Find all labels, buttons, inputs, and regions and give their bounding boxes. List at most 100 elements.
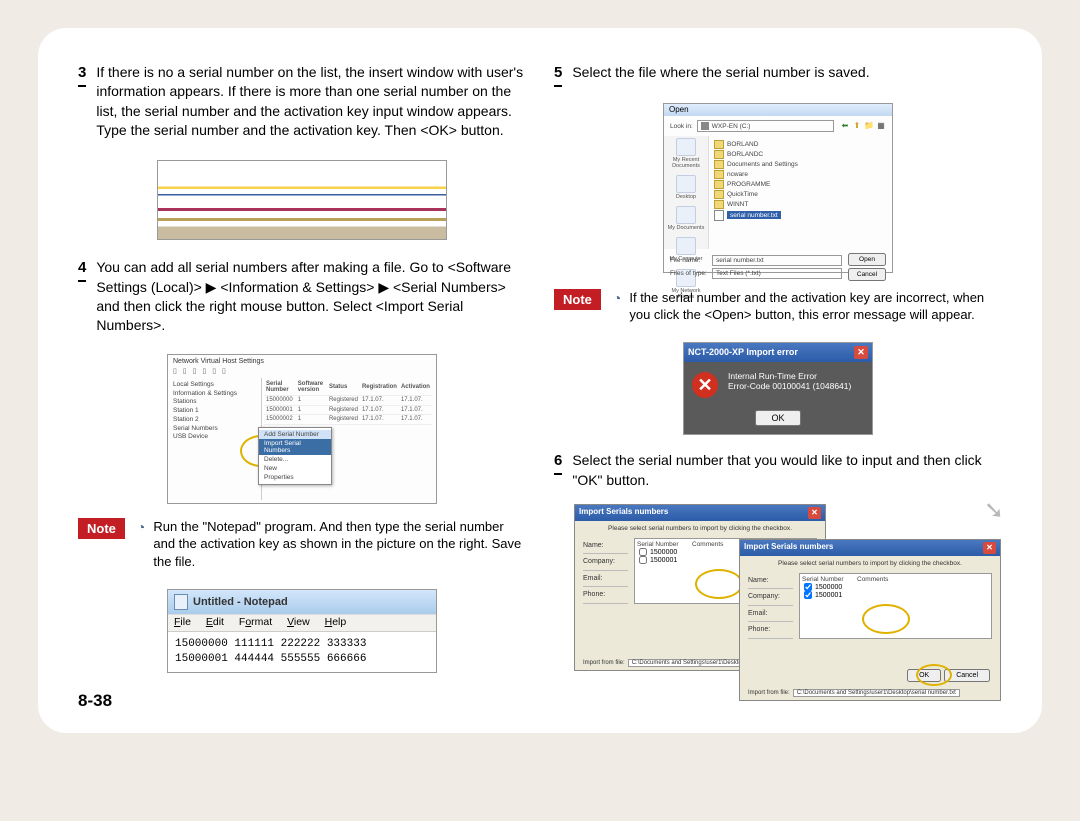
sn-header: Serial Number: [802, 576, 857, 583]
import-hint: Please select serial numbers to import b…: [740, 556, 1000, 571]
open-button: Open: [848, 253, 886, 266]
folder-icon: [714, 190, 724, 199]
serial-list-box: Serial NumberComments 1500000 1500001: [799, 573, 992, 639]
lookin-value: WXP-EN (C:): [712, 123, 751, 130]
close-icon: ✕: [808, 507, 821, 519]
file-icon: [714, 210, 724, 221]
field-label: Email:: [583, 571, 628, 587]
sn-header: Comments: [692, 541, 723, 548]
file-item: QuickTime: [727, 191, 758, 198]
folder-icon: [714, 150, 724, 159]
file-item: Documents and Settings: [727, 161, 798, 168]
cancel-button: Cancel: [848, 268, 886, 281]
step-4-text: You can add all serial numbers after mak…: [96, 258, 526, 335]
sn-header: Serial Number: [637, 541, 692, 548]
error-message: Internal Run-Time Error Error-Code 00100…: [728, 372, 851, 391]
sn-header: Comments: [857, 576, 888, 583]
filename-field: serial number.txt: [712, 255, 842, 266]
error-line-2: Error-Code 00100041 (1048641): [728, 382, 851, 391]
note-left: Note ◔ Run the "Notepad" program. And th…: [78, 518, 526, 572]
tree-item: Information & Settings: [173, 390, 258, 399]
col-header: Software version: [296, 380, 327, 396]
settings-toolbar: ▯ ▯ ▯ ▯ ▯ ▯: [170, 366, 434, 378]
notepad-title: Untitled - Notepad: [193, 596, 288, 608]
folder-icon: [714, 170, 724, 179]
menu-item: Import Serial Numbers: [259, 439, 331, 455]
step-5-text: Select the file where the serial number …: [572, 63, 869, 87]
filetype-label: Files of type:: [670, 270, 708, 277]
file-item: WINNT: [727, 201, 748, 208]
import-hint: Please select serial numbers to import b…: [575, 521, 825, 536]
import-labels: Name: Company: Email: Phone:: [583, 538, 628, 604]
col-header: Registration: [360, 380, 399, 396]
step-6-number: 6: [554, 451, 562, 475]
field-label: Name:: [583, 538, 628, 554]
import-dialog-2: Import Serials numbers✕ Please select se…: [739, 539, 1001, 701]
notepad-line: 15000000 111111 222222 333333: [175, 637, 429, 652]
serial-row: 1500000: [802, 583, 989, 591]
file-list: BORLAND BORLANDC Documents and Settings …: [709, 136, 892, 249]
disk-icon: [701, 122, 709, 130]
filetype-field: Text Files (*.txt): [712, 268, 842, 279]
bullet-icon: ◔: [137, 518, 145, 572]
menu-item: Properties: [259, 473, 331, 482]
field-label: Phone:: [748, 622, 793, 638]
col-header: Activation: [399, 380, 432, 396]
error-icon: ✕: [692, 372, 718, 398]
highlight-circle: [695, 569, 743, 599]
field-label: Company:: [748, 589, 793, 605]
lookin-label: Look in:: [670, 123, 693, 130]
tree-item: Station 1: [173, 407, 258, 416]
serial-checkbox: [804, 591, 812, 599]
step-5-number: 5: [554, 63, 562, 87]
step-3: 3 If there is no a serial number on the …: [78, 63, 526, 140]
tree-item: Station 2: [173, 416, 258, 425]
menu-help: Help: [325, 616, 347, 628]
note-right-text: If the serial number and the activation …: [629, 289, 1002, 325]
two-column-layout: 3 If there is no a serial number on the …: [78, 63, 1002, 713]
import-path: C:\Documents and Settings\user1\Desktop\…: [793, 689, 960, 697]
settings-window-title: Network Virtual Host Settings: [170, 357, 434, 367]
place-icon: [676, 206, 696, 224]
file-item: PROGRAMME: [727, 181, 770, 188]
left-column: 3 If there is no a serial number on the …: [78, 63, 526, 713]
import-title: Import Serials numbers: [744, 542, 833, 554]
file-item: BORLANDC: [727, 151, 763, 158]
menu-item: Add Serial Number: [259, 430, 331, 439]
page-number: 8-38: [78, 691, 112, 711]
open-dialog-screenshot: Open Look in: WXP-EN (C:) ⬅⬆📁▦ My Recent…: [663, 103, 893, 273]
notepad-menubar: File Edit Format View Help: [168, 614, 436, 632]
import-title: Import Serials numbers: [579, 507, 668, 519]
file-item: ncware: [727, 171, 748, 178]
tree-item: Serial Numbers: [173, 425, 258, 434]
step-6-text: Select the serial number that you would …: [572, 451, 1002, 490]
menu-format: Format: [239, 616, 272, 628]
step-3-number: 3: [78, 63, 86, 87]
note-badge: Note: [78, 518, 125, 539]
note-badge: Note: [554, 289, 601, 310]
tree-item: Local Settings: [173, 381, 258, 390]
place-icon: [676, 175, 696, 193]
cancel-button: Cancel: [944, 669, 990, 682]
step-4-screenshot: Network Virtual Host Settings ▯ ▯ ▯ ▯ ▯ …: [167, 354, 437, 504]
ok-button: OK: [907, 669, 941, 682]
close-icon: ✕: [854, 346, 868, 359]
menu-file: File: [174, 616, 191, 628]
notepad-content: 15000000 111111 222222 333333 15000001 4…: [168, 632, 436, 672]
open-dialog-title: Open: [664, 104, 892, 117]
note-left-text: Run the "Notepad" program. And then type…: [153, 518, 526, 572]
step-4: 4 You can add all serial numbers after m…: [78, 258, 526, 335]
folder-icon: [714, 160, 724, 169]
serial-row: 1500001: [802, 591, 989, 599]
menu-item: Delete...: [259, 455, 331, 464]
menu-item: New: [259, 464, 331, 473]
notepad-screenshot: Untitled - Notepad File Edit Format View…: [167, 589, 437, 672]
right-column: 5 Select the file where the serial numbe…: [554, 63, 1002, 713]
notepad-line: 15000001 444444 555555 666666: [175, 652, 429, 667]
step-3-screenshot: [157, 160, 447, 240]
error-title: NCT-2000-XP Import error: [688, 348, 798, 358]
step-6: 6 Select the serial number that you woul…: [554, 451, 1002, 490]
place-label: Desktop: [664, 194, 708, 200]
col-header: Serial Number: [264, 380, 296, 396]
highlight-circle: [862, 604, 910, 634]
